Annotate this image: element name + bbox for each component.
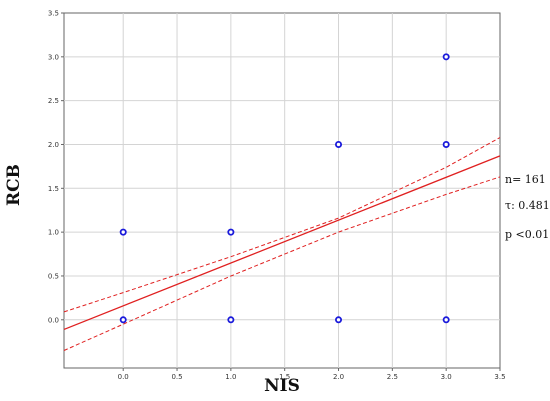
x-tick-label: 2.5 (387, 373, 398, 381)
x-tick-label: 1.0 (225, 373, 236, 381)
x-tick-label: 3.0 (441, 373, 452, 381)
regression-line (63, 155, 501, 331)
x-tick-label: 0.5 (171, 373, 182, 381)
x-tick-label: 0.0 (118, 373, 129, 381)
y-tick-label: 0.5 (48, 272, 59, 280)
plot-frame (63, 12, 501, 369)
y-tick-label: 2.0 (48, 141, 59, 149)
y-tick-label: 1.0 (48, 229, 59, 237)
y-tick-label: 1.5 (48, 185, 59, 193)
x-tick-label: 3.5 (494, 373, 505, 381)
y-tick-label: 0.0 (48, 316, 59, 324)
data-point (442, 316, 450, 324)
y-tick-label: 3.5 (48, 10, 59, 18)
annotation-p: p <0.01 (505, 228, 549, 241)
confidence-band-layer (63, 137, 501, 351)
confidence-lower-line (63, 176, 501, 351)
y-tick-label: 3.0 (48, 53, 59, 61)
data-point (227, 228, 235, 236)
data-point (335, 140, 343, 148)
data-points-layer (119, 53, 450, 324)
annotation-n: n= 161 (505, 173, 546, 186)
data-point (119, 228, 127, 236)
grid-layer (61, 12, 501, 371)
tick-labels-layer: 0.0 0.5 1.0 1.5 2.0 2.5 3.0 3.5 0.0 0.5 1.0 1.5 2.0 2… (48, 10, 506, 382)
data-point (119, 316, 127, 324)
data-point (442, 140, 450, 148)
confidence-upper-line (63, 137, 501, 313)
x-axis-title: NIS (264, 376, 300, 396)
y-tick-label: 2.5 (48, 97, 59, 105)
x-tick-label: 1.5 (279, 373, 290, 381)
x-tick-label: 2.0 (333, 373, 344, 381)
data-point (442, 53, 450, 61)
annotation-tau: τ: 0.481 (505, 199, 550, 212)
data-point (335, 316, 343, 324)
y-axis-title: RCB (4, 164, 24, 206)
data-point (227, 316, 235, 324)
fit-line-layer (63, 155, 501, 331)
